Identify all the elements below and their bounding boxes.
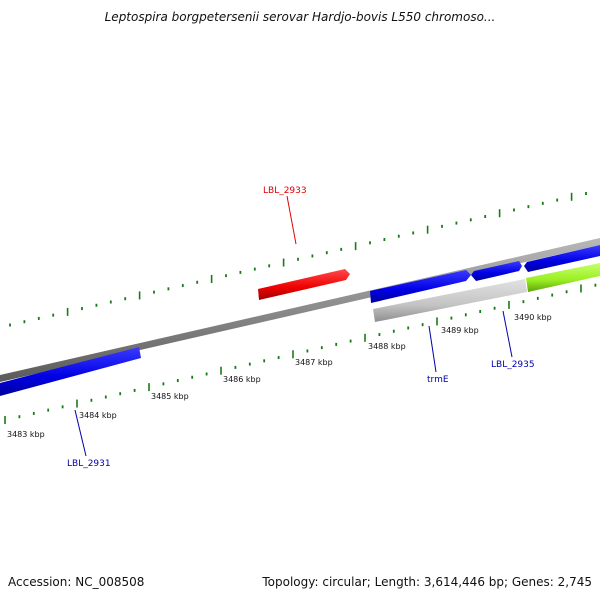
scale-label-3484: 3484 kbp xyxy=(79,411,117,420)
gene-lbl-2935[interactable] xyxy=(526,263,600,292)
scale-label-3489: 3489 kbp xyxy=(441,326,479,335)
scale-label-3485: 3485 kbp xyxy=(151,392,189,401)
genome-summary-text: Topology: circular; Length: 3,614,446 bp… xyxy=(262,575,592,589)
gene-label-lbl-2935[interactable]: LBL_2935 xyxy=(491,360,535,370)
gene-trmE[interactable] xyxy=(373,279,527,322)
gene-forward-blue-1[interactable] xyxy=(370,270,471,303)
leader-lbl-2931 xyxy=(74,409,87,457)
gene-forward-blue-3[interactable] xyxy=(524,245,600,272)
gene-label-lbl-2931[interactable]: LBL_2931 xyxy=(67,459,111,469)
map-title: Leptospira borgpetersenii serovar Hardjo… xyxy=(104,10,496,24)
gene-label-lbl-2933[interactable]: LBL_2933 xyxy=(263,186,307,196)
scale-label-3490: 3490 kbp xyxy=(514,313,552,322)
accession-text: Accession: NC_008508 xyxy=(8,575,145,589)
outer-tick-track xyxy=(9,191,587,327)
scale-label-3486: 3486 kbp xyxy=(223,375,261,384)
gene-label-trmE[interactable]: trmE xyxy=(427,375,449,385)
scale-label-3487: 3487 kbp xyxy=(295,358,333,367)
gene-forward-blue-2[interactable] xyxy=(471,261,522,281)
gene-lbl-2931[interactable] xyxy=(0,347,141,396)
scale-label-3488: 3488 kbp xyxy=(368,342,406,351)
leader-lbl-2935 xyxy=(502,310,513,358)
scale-label-3483: 3483 kbp xyxy=(7,430,45,439)
gene-lbl-2933[interactable] xyxy=(258,269,350,300)
leader-trmE xyxy=(428,325,437,373)
leader-lbl-2933 xyxy=(286,195,297,245)
inner-tick-track xyxy=(4,283,597,424)
